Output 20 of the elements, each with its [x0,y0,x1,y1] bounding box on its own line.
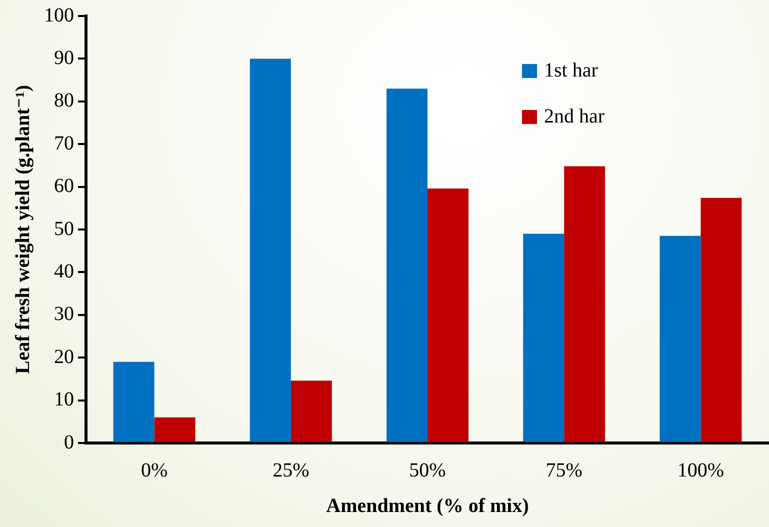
y-tick-label: 70 [54,132,74,154]
y-tick-label: 60 [54,175,74,198]
x-axis-title: Amendment (% of mix) [326,495,529,518]
y-tick-label: 30 [54,303,74,326]
x-tick-label: 0% [140,459,168,482]
y-axis-title: Leaf fresh weight yield (g.plant⁻¹) [12,85,34,374]
y-tick-label: 0 [64,431,74,454]
y-tick-label: 20 [54,346,74,368]
y-tick-label: 90 [54,46,74,69]
legend-label: 2nd har [544,105,605,128]
y-tick-label: 10 [54,388,74,411]
x-tick-label: 100% [677,459,724,482]
legend-label: 1st har [544,59,598,82]
y-tick-label: 50 [54,218,74,240]
y-tick-label: 100 [44,4,74,26]
y-tick-label: 40 [54,260,74,282]
x-tick-label: 50% [409,459,446,482]
x-tick-label: 25% [272,459,310,482]
y-tick-label: 80 [54,90,74,112]
x-tick-label: 75% [546,459,582,482]
